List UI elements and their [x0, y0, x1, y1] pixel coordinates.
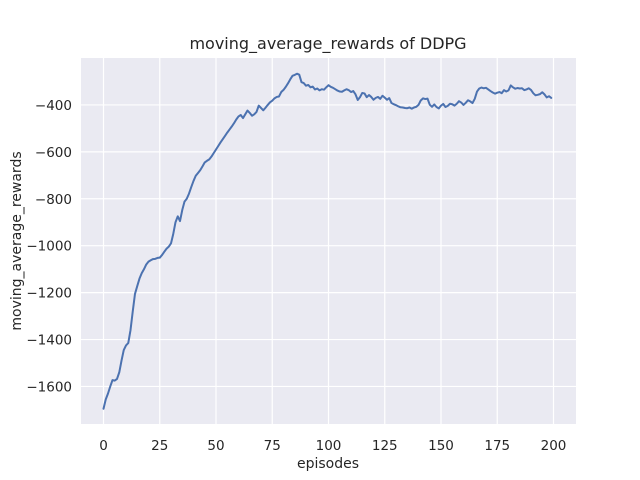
- x-tick-label: 175: [484, 438, 510, 454]
- y-tick-label: −1200: [26, 286, 72, 302]
- x-tick-label: 100: [316, 438, 342, 454]
- y-tick-label: −800: [35, 192, 72, 208]
- x-tick-label: 25: [151, 438, 168, 454]
- y-tick-label: −400: [35, 98, 72, 114]
- chart-title: moving_average_rewards of DDPG: [189, 34, 466, 54]
- x-tick-label: 125: [372, 438, 398, 454]
- y-tick-label: −600: [35, 145, 72, 161]
- x-axis-label: episodes: [297, 456, 359, 472]
- y-tick-label: −1400: [26, 333, 72, 349]
- y-tick-labels: −400 −600 −800 −1000 −1200 −1400 −1600: [26, 98, 72, 396]
- x-tick-label: 200: [541, 438, 567, 454]
- x-tick-label: 50: [207, 438, 224, 454]
- y-tick-label: −1600: [26, 379, 72, 395]
- x-tick-labels: 0 25 50 75 100 125 150 175 200: [99, 438, 566, 454]
- y-tick-label: −1000: [26, 239, 72, 255]
- x-tick-label: 75: [264, 438, 281, 454]
- y-axis-label: moving_average_rewards: [9, 151, 25, 330]
- x-tick-label: 150: [428, 438, 454, 454]
- reward-line: [102, 72, 553, 410]
- x-tick-label: 0: [99, 438, 108, 454]
- gridlines: [81, 58, 576, 424]
